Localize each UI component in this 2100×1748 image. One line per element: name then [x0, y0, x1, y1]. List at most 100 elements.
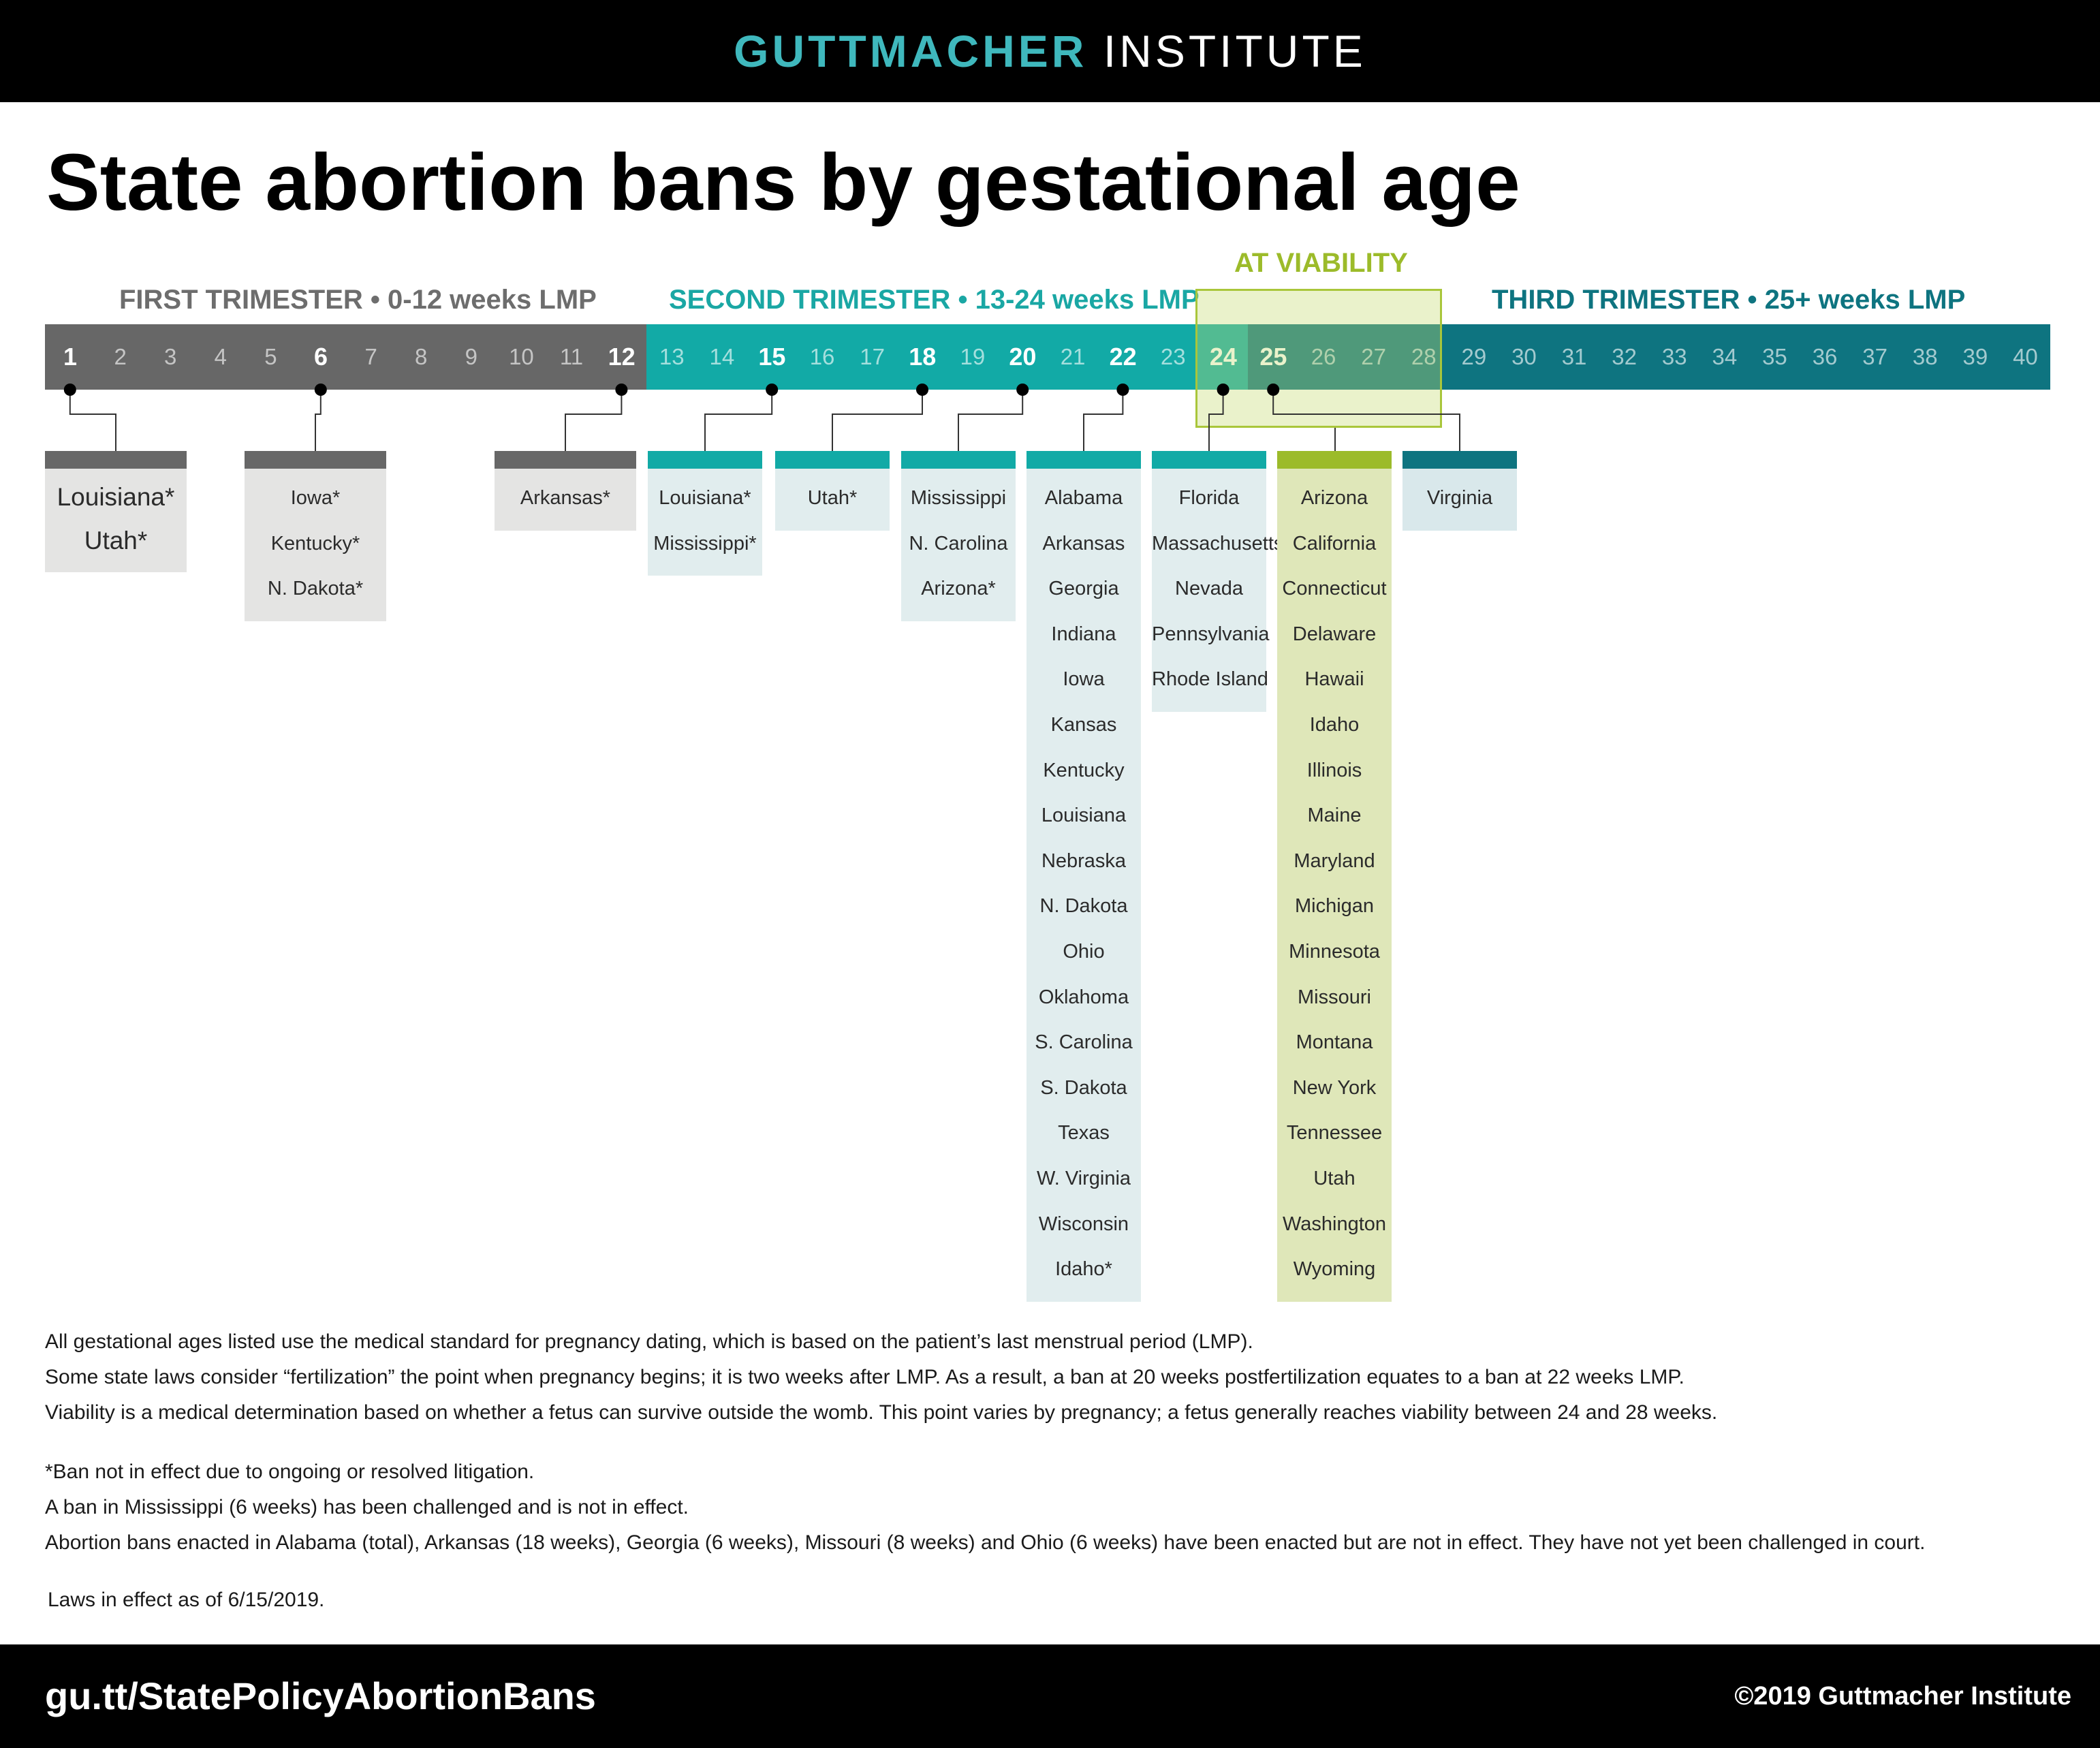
state-name: Connecticut [1282, 578, 1387, 600]
ban-box-list: Mississippi N. Carolina Arizona* [901, 469, 1016, 621]
week-5: 5 [245, 324, 296, 390]
state-name: Louisiana [1041, 805, 1127, 827]
week-11: 11 [546, 324, 597, 390]
week-13: 13 [646, 324, 698, 390]
state-name: Nevada [1175, 578, 1243, 600]
week-32: 32 [1599, 324, 1650, 390]
state-name: W. Virginia [1036, 1167, 1131, 1189]
state-name: N. Carolina [909, 532, 1008, 555]
brand-primary: GUTTMACHER [734, 26, 1088, 76]
page-title: State abortion bans by gestational age [46, 138, 1520, 228]
week-17: 17 [847, 324, 898, 390]
ban-box-list: Arizona California Connecticut Delaware Hawa… [1277, 469, 1392, 1302]
connector-w24 [1208, 390, 1224, 451]
week-31: 31 [1549, 324, 1600, 390]
ban-box-w20: Mississippi N. Carolina Arizona* [901, 451, 1016, 621]
week-40: 40 [2000, 324, 2051, 390]
week-29: 29 [1448, 324, 1499, 390]
note-enacted: Abortion bans enacted in Alabama (total)… [45, 1531, 1926, 1554]
ban-box-w25: Virginia [1402, 451, 1517, 531]
week-15: 15 [747, 324, 798, 390]
header-band [0, 0, 2100, 102]
state-name: Pennsylvania [1152, 623, 1270, 645]
ban-box-header [1277, 451, 1392, 469]
ban-box-list: Virginia [1402, 469, 1517, 531]
week-24: 24 [1197, 324, 1249, 390]
ban-box-header [245, 451, 386, 469]
first-trimester-label: FIRST TRIMESTER • 0-12 weeks LMP [119, 285, 597, 315]
ban-box-header [495, 451, 636, 469]
state-name: Illinois [1306, 759, 1362, 781]
state-name: Florida [1178, 487, 1240, 509]
week-12: 12 [596, 324, 647, 390]
week-marker-w12 [615, 384, 628, 396]
state-name: Missouri [1298, 986, 1371, 1008]
state-name: Iowa* [290, 487, 341, 509]
week-16: 16 [797, 324, 848, 390]
note-date: Laws in effect as of 6/15/2019. [48, 1589, 325, 1611]
week-36: 36 [1800, 324, 1851, 390]
week-33: 33 [1649, 324, 1700, 390]
week-7: 7 [345, 324, 396, 390]
footer-copyright: ©2019 Guttmacher Institute [1734, 1682, 2071, 1711]
state-name: Washington [1282, 1213, 1387, 1235]
connector-w6 [315, 390, 322, 451]
note-lmp: All gestational ages listed use the medi… [45, 1330, 1253, 1353]
connector-w15 [704, 390, 773, 451]
week-25: 25 [1248, 324, 1299, 390]
footer-url-link[interactable]: gu.tt/StatePolicyAbortionBans [45, 1674, 596, 1717]
state-name: Utah [1313, 1167, 1355, 1189]
connector-w18 [832, 390, 923, 451]
week-marker-w22 [1116, 384, 1129, 396]
week-marker-w25 [1267, 384, 1280, 396]
state-name: N. Dakota [1039, 895, 1128, 918]
week-marker-w1 [63, 384, 76, 396]
ban-box-header [1152, 451, 1266, 469]
ban-box-list: Arkansas* [495, 469, 636, 531]
state-name: Arkansas [1042, 532, 1125, 555]
state-name: Michigan [1294, 895, 1375, 918]
ban-box-header [45, 451, 187, 469]
state-name: Mississippi* [653, 532, 757, 555]
week-marker-w24 [1217, 384, 1229, 396]
connector-w12 [565, 390, 623, 451]
ban-box-header [901, 451, 1016, 469]
week-9: 9 [445, 324, 497, 390]
note-mississippi: A ban in Mississippi (6 weeks) has been … [45, 1496, 689, 1518]
connector-w20 [958, 390, 1024, 451]
state-name: Ohio [1063, 940, 1105, 963]
week-22: 22 [1097, 324, 1148, 390]
state-name: Rhode Island [1152, 668, 1268, 691]
state-name: Alabama [1044, 487, 1123, 509]
ban-box-list: Louisiana* Mississippi* [648, 469, 762, 576]
state-name: S. Carolina [1035, 1031, 1133, 1054]
week-39: 39 [1949, 324, 2001, 390]
state-name: Minnesota [1289, 940, 1380, 963]
week-4: 4 [195, 324, 246, 390]
viability-label: AT VIABILITY [1234, 248, 1408, 278]
state-name: Tennessee [1286, 1122, 1383, 1144]
state-name: Arizona [1300, 487, 1368, 509]
week-10: 10 [496, 324, 547, 390]
ban-box-list: Utah* [775, 469, 890, 531]
connector-w25 [1272, 390, 1460, 451]
ban-box-w24: Florida Massachusetts Nevada Pennsylvania Rh… [1152, 451, 1283, 712]
week-23: 23 [1148, 324, 1199, 390]
ban-box-w22: Alabama Arkansas Georgia Indiana Iowa Kansas K… [1027, 451, 1141, 1302]
state-name: Arkansas* [520, 487, 611, 509]
state-name: Mississippi [910, 487, 1007, 509]
state-name: Utah* [807, 487, 858, 509]
week-34: 34 [1699, 324, 1750, 390]
state-name: Louisiana* [659, 487, 751, 509]
ban-box-w12: Arkansas* [495, 451, 636, 531]
ban-box-list: Iowa* Kentucky* N. Dakota* [245, 469, 386, 621]
week-30: 30 [1499, 324, 1550, 390]
week-20: 20 [997, 324, 1048, 390]
ban-box-viability: Arizona California Connecticut Delaware Hawa… [1277, 451, 1392, 1302]
note-fertilization: Some state laws consider “fertilization”… [45, 1366, 1684, 1388]
state-name: Maine [1307, 805, 1362, 827]
state-name: Idaho [1309, 713, 1360, 736]
week-3: 3 [145, 324, 196, 390]
state-name: Virginia [1426, 487, 1493, 509]
ban-box-w15: Louisiana* Mississippi* [648, 451, 762, 576]
